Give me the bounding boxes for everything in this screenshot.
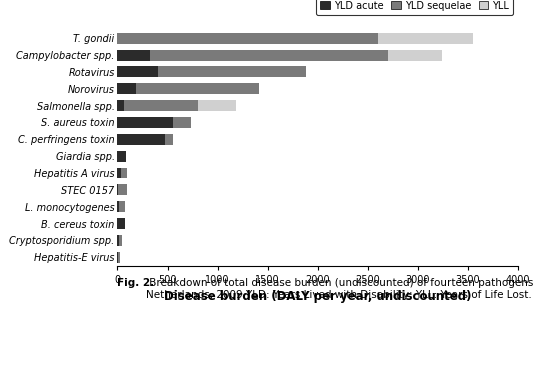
Bar <box>117 49 150 61</box>
Bar <box>117 151 127 161</box>
Bar <box>172 117 191 128</box>
Bar <box>136 83 258 94</box>
Bar <box>164 134 172 145</box>
Bar <box>118 252 120 263</box>
Bar <box>117 235 119 246</box>
Bar <box>120 201 125 212</box>
Bar <box>117 185 119 195</box>
Bar <box>119 185 128 195</box>
Bar <box>121 167 127 179</box>
Bar <box>117 100 124 111</box>
Bar <box>124 100 198 111</box>
Bar <box>117 67 158 77</box>
Bar <box>117 167 121 179</box>
Bar <box>119 235 122 246</box>
Legend: YLD acute, YLD sequelae, YLL: YLD acute, YLD sequelae, YLL <box>316 0 513 15</box>
Bar <box>117 33 378 44</box>
Text: Breakdown of total disease burden (undiscounted) of fourteen pathogens in the
Ne: Breakdown of total disease burden (undis… <box>146 278 534 300</box>
Bar <box>117 134 164 145</box>
Text: Fig. 2.: Fig. 2. <box>117 278 155 288</box>
X-axis label: Disease burden (DALY per year, undiscounted): Disease burden (DALY per year, undiscoun… <box>164 290 472 303</box>
Bar <box>158 67 306 77</box>
Bar <box>378 33 473 44</box>
Bar <box>117 83 136 94</box>
Bar <box>117 218 125 229</box>
Bar <box>117 117 172 128</box>
Bar <box>388 49 442 61</box>
Bar <box>117 201 120 212</box>
Bar <box>198 100 235 111</box>
Bar <box>150 49 388 61</box>
